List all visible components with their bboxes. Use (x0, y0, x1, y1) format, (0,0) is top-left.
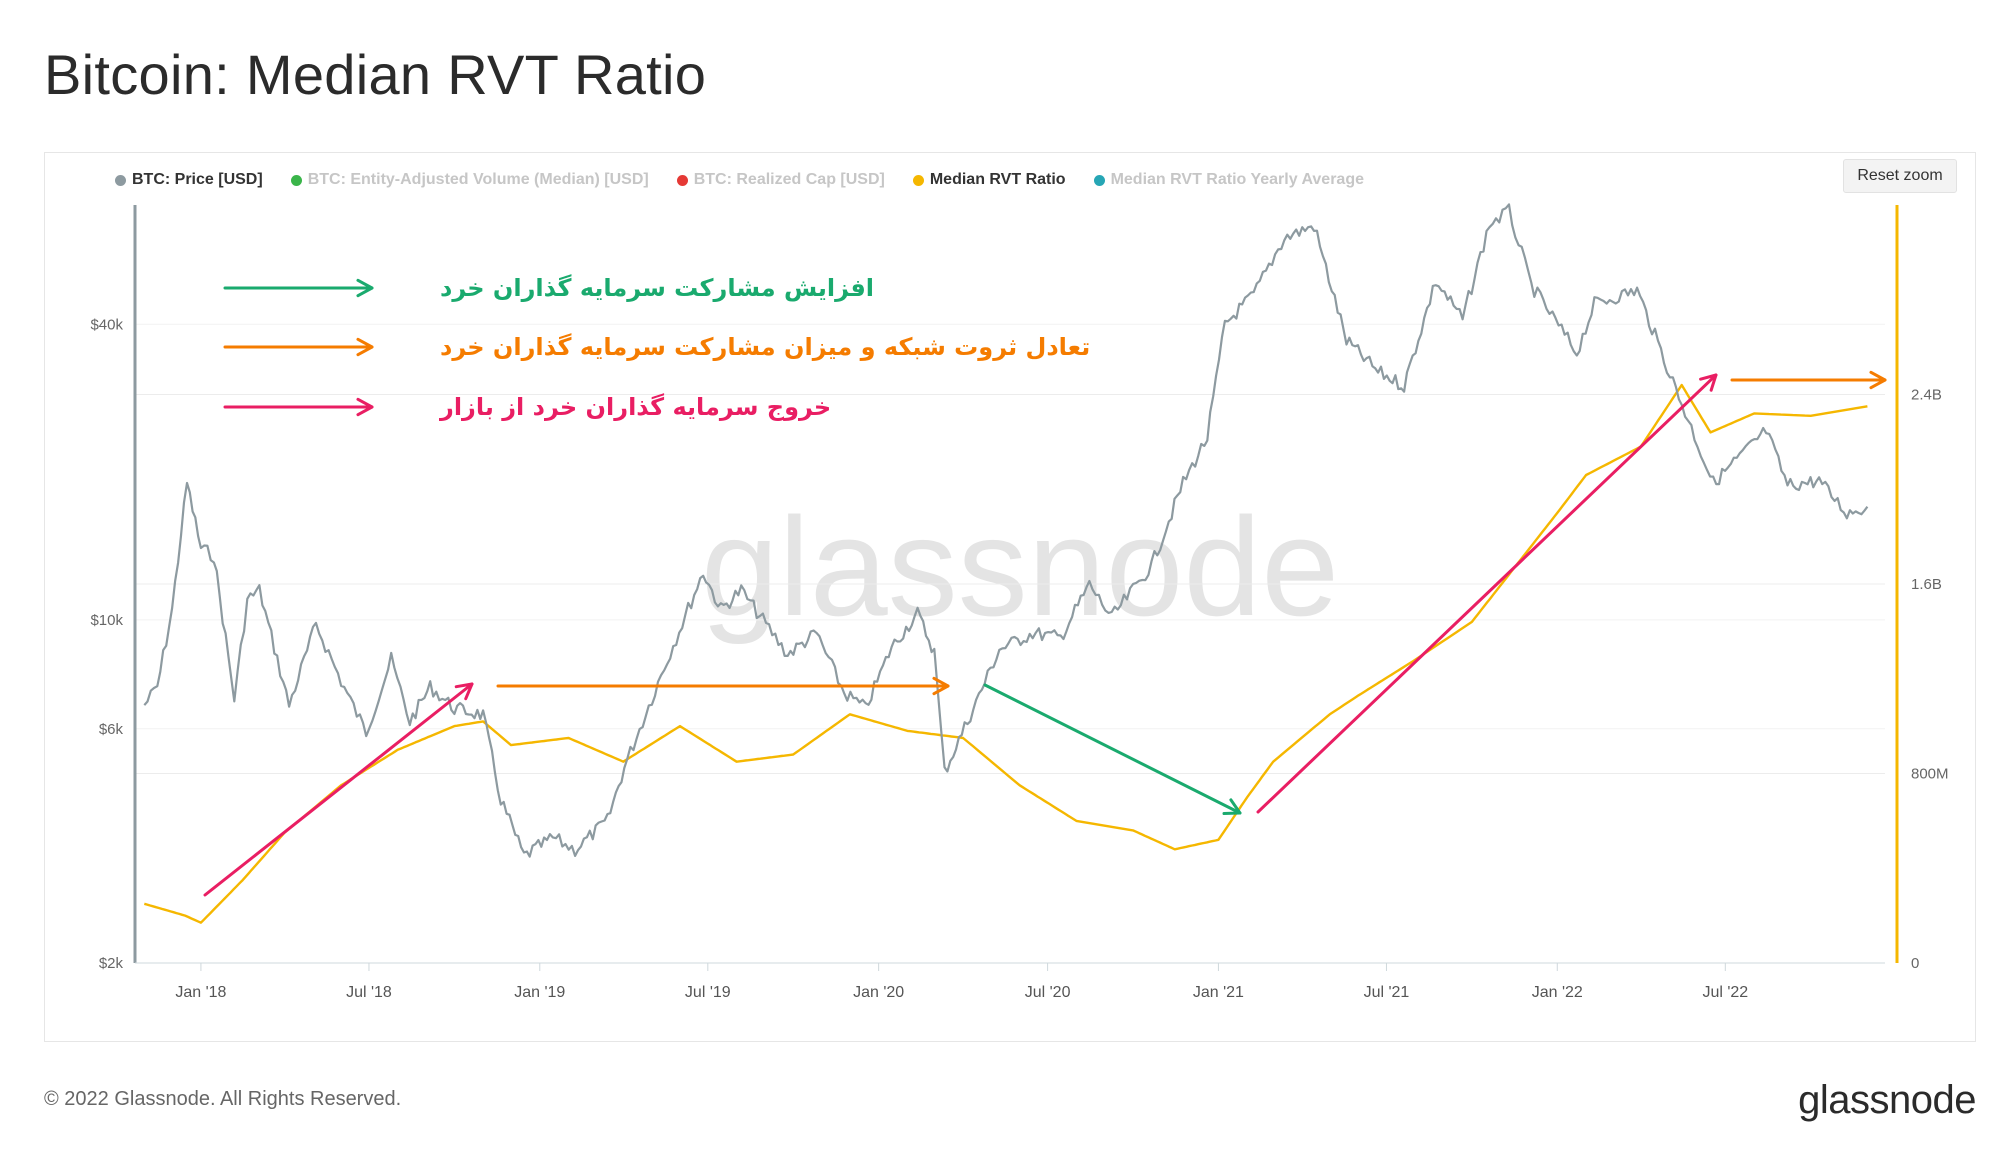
legend-item[interactable]: BTC: Realized Cap [USD] (676, 171, 885, 189)
legend-label: BTC: Price [USD] (132, 171, 263, 188)
x-tick-label: Jul '21 (1364, 984, 1410, 1001)
legend-item[interactable]: Median RVT Ratio (912, 171, 1066, 189)
y-left-tick-label: $6k (99, 721, 124, 738)
legend-label: Median RVT Ratio (929, 171, 1066, 188)
glassnode-watermark: glassnode (701, 488, 1339, 645)
y-left-tick-label: $2k (99, 955, 124, 972)
legend-label: BTC: Realized Cap [USD] (693, 171, 885, 188)
x-tick-label: Jan '21 (1193, 984, 1244, 1001)
glassnode-logo: glassnode (1798, 1078, 1976, 1122)
y-left-tick-label: $10k (90, 612, 123, 629)
reset-zoom-button[interactable]: Reset zoom (1843, 159, 1957, 193)
y-left-tick-label: $40k (90, 316, 123, 333)
x-tick-label: Jul '22 (1702, 984, 1748, 1001)
pink-arrow-rising-2021 (1256, 373, 1718, 814)
y-right-tick-label: 1.6B (1911, 576, 1942, 593)
x-tick-label: Jul '19 (685, 984, 731, 1001)
key-arrow-2-head (356, 397, 374, 417)
legend-label: BTC: Entity-Adjusted Volume (Median) [US… (307, 171, 649, 188)
annotation-text: خروج سرمایه گذاران خرد از بازار (439, 393, 831, 421)
y-right-tick-label: 800M (1911, 766, 1949, 783)
pink-arrow-rising-2018 (203, 682, 474, 897)
pink-arrow-rising-2021-head (1699, 373, 1718, 392)
x-tick-label: Jan '19 (514, 984, 565, 1001)
x-tick-label: Jan '20 (853, 984, 904, 1001)
y-right-tick-label: 0 (1911, 955, 1919, 972)
chart-panel: BTC: Price [USD] BTC: Entity-Adjusted Vol… (44, 152, 1976, 1042)
x-tick-label: Jan '22 (1532, 984, 1583, 1001)
x-tick-label: Jul '20 (1025, 984, 1071, 1001)
legend-label: Median RVT Ratio Yearly Average (1110, 171, 1364, 188)
legend-dot-icon (115, 174, 126, 186)
annotation-text: افزایش مشارکت سرمایه گذاران خرد (440, 274, 874, 302)
x-tick-label: Jan '18 (175, 984, 226, 1001)
btc-price-line (143, 203, 1869, 858)
legend-dot-icon (1093, 174, 1105, 186)
chart-legend: BTC: Price [USD] BTC: Entity-Adjusted Vol… (115, 171, 1364, 189)
y-right-tick-label: 2.4B (1911, 387, 1942, 404)
pink-arrow-rising-2018-head (454, 682, 474, 701)
median-rvt-ratio-line (143, 383, 1868, 924)
key-arrow-1-head (356, 337, 374, 357)
annotation-text: تعادل ثروت شبکه و میزان مشارکت سرمایه گذ… (440, 333, 1090, 361)
green-arrow-increase-2020-head (1222, 798, 1242, 816)
orange-arrow-equilibrium-2022-head (1869, 370, 1887, 390)
legend-dot-icon (290, 174, 302, 186)
legend-item[interactable]: BTC: Price [USD] (115, 171, 263, 189)
legend-dot-icon (676, 174, 688, 186)
legend-dot-icon (912, 174, 924, 186)
green-arrow-increase-2020 (983, 683, 1242, 815)
legend-item[interactable]: BTC: Entity-Adjusted Volume (Median) [US… (290, 171, 649, 189)
page-title: Bitcoin: Median RVT Ratio (44, 43, 707, 106)
copyright-text: © 2022 Glassnode. All Rights Reserved. (44, 1088, 402, 1110)
orange-arrow-equilibrium-2019-head (932, 676, 950, 696)
legend-item[interactable]: Median RVT Ratio Yearly Average (1093, 171, 1364, 189)
x-tick-label: Jul '18 (346, 984, 392, 1001)
key-arrow-0-head (356, 278, 374, 298)
